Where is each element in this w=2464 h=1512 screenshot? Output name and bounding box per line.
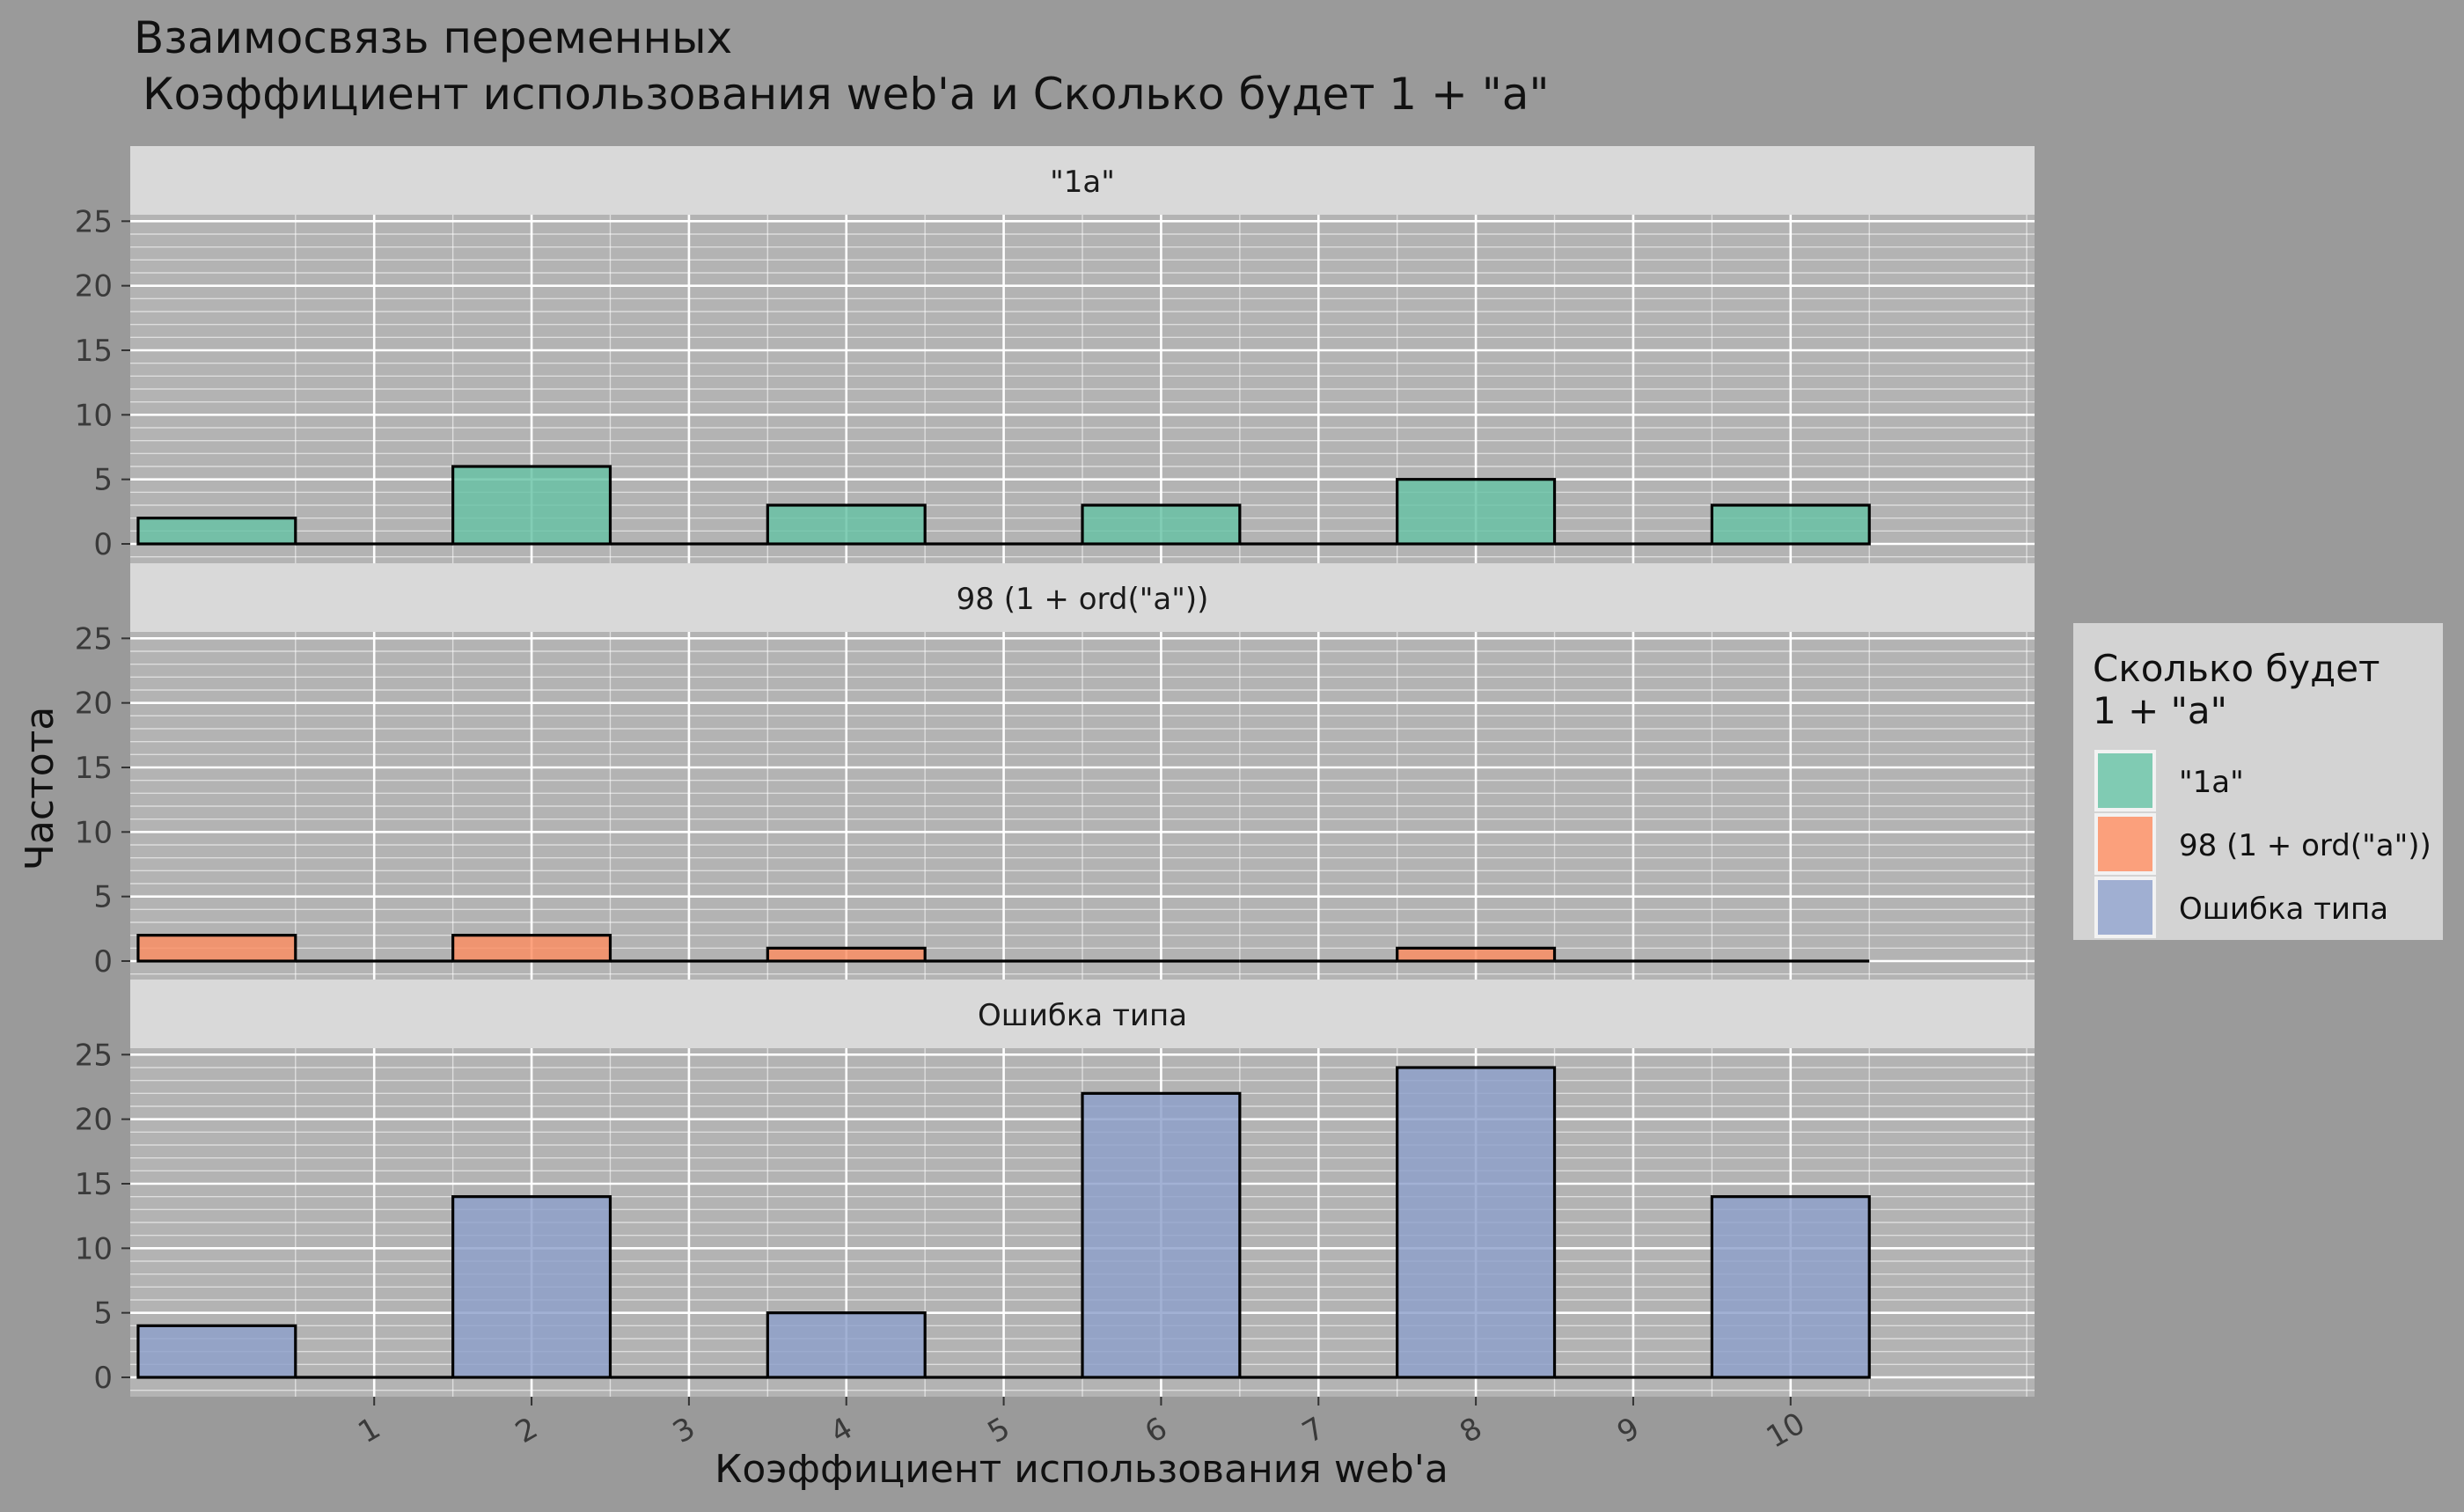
y-tick-label: 0 (93, 1361, 113, 1396)
facet-panel: "1a" 0 5 10 15 20 25 (75, 146, 2035, 563)
histogram-bar (1081, 1091, 1242, 1379)
histogram-bar (766, 946, 927, 963)
legend-title-line-1: Сколько будет (2093, 647, 2380, 690)
x-tick-label: 7 (1296, 1411, 1331, 1450)
facet-strip (130, 146, 2035, 215)
histogram-bar (1710, 1195, 1871, 1379)
histogram-bar (136, 517, 297, 546)
histogram-bar (1396, 1066, 1557, 1379)
histogram-bar (451, 465, 612, 546)
facet-strip-label: Ошибка типа (978, 998, 1187, 1033)
x-tick-label: 3 (667, 1411, 701, 1450)
histogram-bar (136, 1324, 297, 1379)
facet-strip (130, 980, 2035, 1048)
histogram-bar (451, 934, 612, 963)
y-axis-title: Частота (18, 707, 62, 870)
y-tick-label: 5 (93, 463, 113, 498)
y-tick-label: 20 (75, 686, 113, 722)
y-tick-label: 25 (75, 204, 113, 239)
legend-swatch (2098, 880, 2152, 935)
histogram-bar (1081, 503, 1242, 546)
facet-panels: "1a" 0 5 10 15 20 25 98 (1 + ord("a")) 0 5 10 15 20 2… (75, 146, 2035, 1397)
histogram-bar (766, 1311, 927, 1379)
x-tick-label: 2 (510, 1411, 544, 1450)
histogram-bar (136, 934, 297, 963)
histogram-bar (1396, 478, 1557, 546)
y-tick-label: 15 (75, 334, 113, 369)
legend-swatch (2098, 817, 2152, 871)
y-tick-label: 10 (75, 398, 113, 433)
y-tick-label: 5 (93, 880, 113, 915)
y-tick-label: 10 (75, 1231, 113, 1266)
x-tick-label: 1 (352, 1411, 386, 1450)
y-tick-label: 25 (75, 1038, 113, 1073)
y-tick-label: 20 (75, 269, 113, 305)
x-axis-title: Коэффициент использования web'a (715, 1447, 1448, 1492)
y-tick-label: 20 (75, 1103, 113, 1138)
facet-strip-label: 98 (1 + ord("a")) (957, 582, 1209, 617)
facet-strip-label: "1a" (1050, 165, 1115, 200)
histogram-bar (1396, 946, 1557, 963)
facet-panel: Ошибка типа 0 5 10 15 20 25 (75, 980, 2035, 1397)
y-tick-label: 15 (75, 751, 113, 786)
y-tick-label: 10 (75, 815, 113, 850)
histogram-bar (766, 503, 927, 546)
legend-label: "1a" (2179, 765, 2244, 800)
y-tick-label: 5 (93, 1296, 113, 1332)
y-tick-label: 15 (75, 1167, 113, 1202)
legend: Сколько будет 1 + "a" "1a" 98 (1 + ord("a… (2073, 623, 2443, 940)
legend-label: Ошибка типа (2179, 892, 2388, 927)
facet-panel: 98 (1 + ord("a")) 0 5 10 15 20 25 (75, 563, 2035, 980)
x-tick-label: 6 (1140, 1411, 1174, 1450)
chart-title: Взаимосвязь переменных (134, 12, 732, 63)
x-tick-label: 5 (982, 1411, 1016, 1450)
chart-subtitle: Коэффициент использования web'a и Скольк… (143, 69, 1549, 120)
x-tick-label: 4 (825, 1411, 859, 1450)
y-tick-label: 0 (93, 527, 113, 562)
legend-items: "1a" 98 (1 + ord("a")) Ошибка типа (2094, 750, 2431, 938)
histogram-bar (451, 1195, 612, 1379)
legend-label: 98 (1 + ord("a")) (2179, 828, 2431, 863)
legend-swatch (2098, 753, 2152, 808)
x-tick-label: 9 (1611, 1411, 1646, 1450)
x-tick-label: 10 (1761, 1406, 1811, 1455)
histogram-bar (1710, 503, 1871, 546)
y-tick-label: 25 (75, 621, 113, 657)
x-tick-label: 8 (1454, 1411, 1488, 1450)
facet-strip (130, 563, 2035, 632)
y-tick-label: 0 (93, 944, 113, 980)
legend-title-line-2: 1 + "a" (2093, 689, 2227, 732)
